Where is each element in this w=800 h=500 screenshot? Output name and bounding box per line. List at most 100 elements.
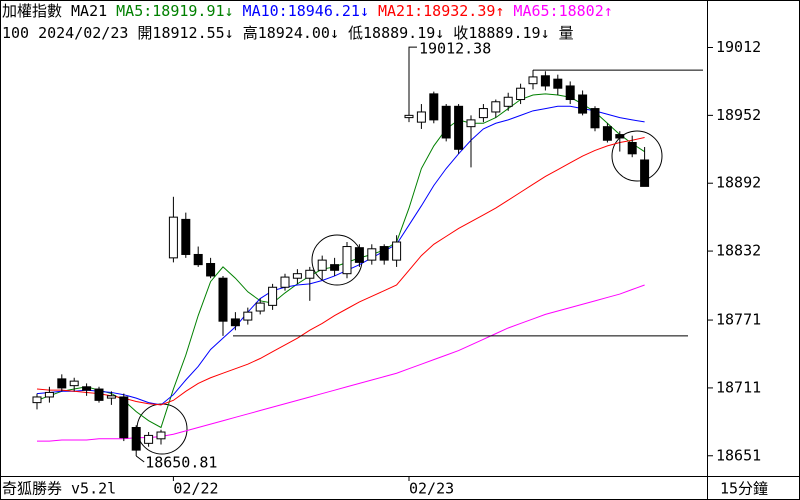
- header-item: 18802: [559, 2, 604, 20]
- low-leader: [135, 455, 145, 463]
- candle-body: [404, 114, 414, 119]
- candle-body: [119, 396, 129, 439]
- header-item: ↓: [225, 24, 234, 42]
- header-item: 18889.19: [363, 24, 435, 42]
- header-item: 高: [243, 24, 258, 42]
- header-item: ↓: [225, 2, 234, 20]
- header-item: 2024/02/23: [38, 24, 128, 42]
- candle-body: [466, 119, 476, 128]
- candle-body: [627, 142, 637, 155]
- header-item: 18924.00: [258, 24, 330, 42]
- header-item: ↓: [360, 2, 369, 20]
- candle-body: [32, 396, 42, 404]
- candle-body: [540, 75, 550, 87]
- y-tick-label: 18651: [716, 446, 761, 464]
- candle-body: [57, 378, 67, 389]
- high-leader: [408, 46, 417, 108]
- candle-body: [565, 85, 575, 101]
- header-item: ↓: [435, 24, 444, 42]
- candle-body: [454, 105, 464, 150]
- candle-body: [317, 259, 327, 271]
- candle-body: [528, 76, 538, 85]
- candle-body: [230, 318, 240, 327]
- candle-body: [590, 108, 600, 129]
- y-tick-label: 18832: [716, 242, 761, 260]
- candle-body: [218, 277, 228, 322]
- header: 加權指數 MA21 MA5:18919.91↓ MA10:18946.21↓ MA21:…: [2, 2, 613, 42]
- header-item: 18932.39: [423, 2, 495, 20]
- candle-body: [416, 111, 426, 123]
- candle-body: [379, 246, 389, 261]
- header-item: ↑: [604, 2, 613, 20]
- candle-body: [392, 241, 402, 261]
- candle-body: [106, 395, 116, 399]
- header-item: ↓: [330, 24, 339, 42]
- x-tick-label: 02/23: [409, 480, 454, 498]
- low-label: 18650.81: [145, 453, 217, 471]
- period-label: 15分鐘: [720, 480, 768, 498]
- candle-body: [330, 264, 340, 271]
- candle-body: [144, 434, 154, 444]
- ma-line: [36, 93, 645, 429]
- candle-body: [243, 311, 253, 321]
- candle-body: [354, 247, 364, 263]
- candle-body: [268, 286, 278, 306]
- candle-body: [305, 269, 315, 279]
- header-item: 收: [453, 24, 468, 42]
- candle-body: [441, 105, 451, 139]
- candle-body: [156, 431, 166, 440]
- candle-body: [491, 101, 501, 113]
- candle-body: [94, 388, 104, 401]
- header-line: 100 2024/02/23 開18912.55↓ 高18924.00↓ 低18889.…: [2, 24, 574, 42]
- header-item: MA10:: [243, 2, 288, 20]
- header-item: MA21:: [378, 2, 423, 20]
- candle-body: [478, 108, 488, 119]
- y-tick-label: 18711: [716, 378, 761, 396]
- candle-body: [168, 216, 178, 259]
- candle-body: [181, 218, 191, 255]
- highlight-circle: [611, 130, 663, 182]
- candle-body: [553, 78, 563, 89]
- candle-body: [640, 159, 650, 187]
- candle-body: [131, 427, 141, 451]
- header-item: ↑: [495, 2, 504, 20]
- candle-body: [578, 94, 588, 114]
- plot: 19012.38 18650.81: [32, 40, 703, 471]
- candle-body: [206, 263, 216, 277]
- header-item: MA65:: [513, 2, 558, 20]
- ma-line: [36, 137, 645, 406]
- x-tick-label: 02/22: [173, 480, 218, 498]
- header-item: MA21: [71, 2, 107, 20]
- header-item: 量: [559, 24, 574, 42]
- header-item: 18946.21: [288, 2, 360, 20]
- candle-body: [342, 246, 352, 275]
- header-item: 100: [2, 24, 29, 42]
- y-tick-label: 19012: [716, 38, 761, 56]
- candle-body: [193, 253, 203, 266]
- high-label: 19012.38: [419, 40, 491, 58]
- y-tick-label: 18892: [716, 174, 761, 192]
- candle-body: [602, 126, 612, 141]
- header-item: 開: [137, 24, 152, 42]
- candle-body: [255, 302, 265, 312]
- candle-body: [516, 87, 526, 101]
- header-item: 18912.55: [152, 24, 224, 42]
- header-item: 18889.19: [468, 24, 540, 42]
- candle-body: [367, 248, 377, 261]
- candle-body: [82, 386, 92, 391]
- candle-body: [69, 380, 79, 387]
- header-line: 加權指數 MA21 MA5:18919.91↓ MA10:18946.21↓ MA21:…: [2, 2, 613, 20]
- header-item: 加權指數: [2, 2, 62, 20]
- candle-body: [292, 273, 302, 279]
- software-label: 奇狐勝券 v5.2l: [2, 480, 116, 498]
- candle-body: [280, 276, 290, 288]
- candle-body: [429, 93, 439, 121]
- y-tick-label: 18771: [716, 311, 761, 329]
- ma-line: [36, 105, 645, 406]
- y-tick-label: 18952: [716, 106, 761, 124]
- candle-body: [503, 96, 513, 107]
- header-item: ↓: [541, 24, 550, 42]
- header-item: 低: [348, 24, 363, 42]
